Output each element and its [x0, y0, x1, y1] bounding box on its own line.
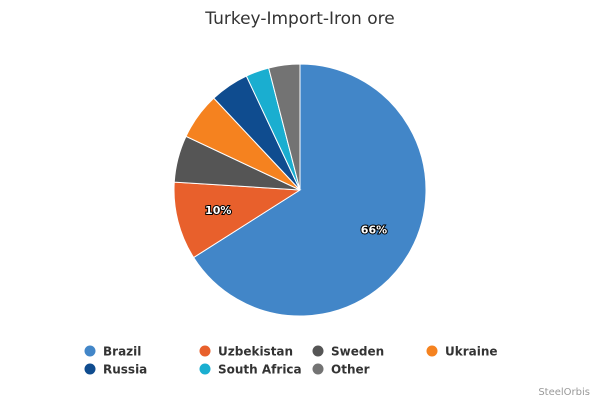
legend-label[interactable]: Ukraine [445, 345, 498, 359]
legend-marker[interactable] [426, 345, 438, 357]
pie-slice[interactable] [173, 181, 302, 259]
legend-label[interactable]: Russia [103, 363, 147, 377]
value-label: 10% [205, 204, 231, 217]
legend-marker[interactable] [199, 345, 211, 357]
pie-slice[interactable] [192, 63, 427, 317]
pie-slice[interactable] [268, 63, 301, 191]
legend-label[interactable]: Brazil [103, 345, 141, 359]
legend-label[interactable]: South Africa [218, 363, 302, 377]
legend-label[interactable]: Other [331, 363, 370, 377]
credits[interactable]: SteelOrbis [538, 387, 590, 398]
legend-marker[interactable] [84, 363, 96, 375]
legend-label[interactable]: Uzbekistan [218, 345, 293, 359]
legend-label[interactable]: Sweden [331, 345, 384, 359]
chart-title: Turkey-Import-Iron ore [204, 9, 394, 29]
legend-marker[interactable] [312, 345, 324, 357]
legend-marker[interactable] [84, 345, 96, 357]
legend-marker[interactable] [199, 363, 211, 375]
legend-marker[interactable] [312, 363, 324, 375]
value-label: 66% [361, 224, 387, 237]
